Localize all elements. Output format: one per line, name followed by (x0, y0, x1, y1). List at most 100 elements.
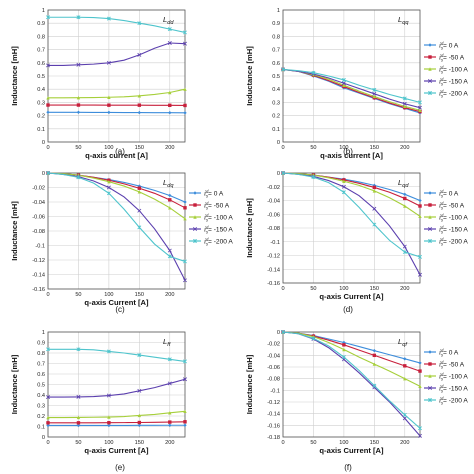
data-point (76, 394, 81, 399)
legend-value: = -100 A (443, 214, 468, 221)
legend-subscript: s (441, 364, 444, 369)
legend-marker (428, 43, 432, 47)
data-point (106, 16, 111, 21)
data-point (403, 357, 407, 361)
y-tick-label: 0 (42, 435, 45, 441)
corner-label: Lqf (398, 337, 408, 348)
y-axis-title: Inductance [mH] (245, 198, 254, 258)
data-point (137, 420, 142, 425)
y-tick-label: 0.2 (37, 414, 45, 420)
y-tick-label: 0 (277, 330, 280, 336)
legend-symbol: i (439, 41, 441, 49)
y-tick-label: 0.6 (37, 372, 45, 378)
legend-label: id s= -150 A (439, 384, 468, 394)
corner-label-letter: L (398, 15, 402, 24)
x-tick-label: 200 (165, 145, 174, 151)
legend-label: id s= 0 A (439, 348, 459, 358)
legend-symbol: i (204, 213, 206, 221)
y-tick-label: 0.3 (37, 100, 45, 106)
legend-label: id s= -50 A (204, 201, 230, 211)
data-point (418, 214, 422, 219)
legend-superscript: d (441, 225, 444, 230)
legend-marker (193, 227, 197, 231)
data-point (167, 357, 172, 362)
legend-entry: id s= -100 A (424, 65, 468, 75)
legend-marker (428, 203, 432, 207)
y-tick-label: -0.12 (267, 254, 280, 260)
data-point (168, 206, 172, 210)
data-point (372, 206, 377, 211)
data-point (168, 420, 172, 424)
series-line (47, 172, 186, 262)
x-axis-title: q-axis Current [A] (319, 292, 384, 301)
plot-frame (47, 9, 186, 143)
data-point (418, 433, 422, 438)
chart-panel: -0.16 -0.14 -0.12 -0.1 -0.08 -0.06 -0.04 -0.02 0… (10, 171, 187, 307)
data-point (137, 94, 142, 98)
data-point (183, 30, 187, 35)
data-point (76, 415, 81, 420)
corner-label: Lqd (398, 178, 409, 189)
data-point (341, 184, 346, 189)
x-tick-label: 100 (104, 145, 113, 151)
y-tick-label: -0.1 (270, 388, 280, 394)
y-tick-label: 0.7 (272, 48, 280, 54)
y-tick-label: 0.6 (272, 61, 280, 67)
panel-letter: (c) (115, 305, 125, 314)
legend-marker (428, 191, 432, 195)
plot-frame (47, 331, 186, 438)
corner-label-letter: L (398, 178, 402, 187)
y-tick-label: -0.02 (32, 186, 45, 192)
legend-entry: id s= -50 A (424, 360, 465, 369)
legend-symbol: i (439, 348, 441, 356)
y-axis-title: Inductance [mH] (10, 354, 19, 414)
data-point (403, 376, 407, 381)
legend-label: id s= -100 A (439, 65, 468, 75)
y-tick-label: 0.4 (272, 87, 280, 93)
y-tick-label: 0.5 (272, 74, 280, 80)
legend-label: id s= -200 A (439, 396, 468, 406)
legend-superscript: d (206, 189, 209, 194)
data-point (372, 222, 377, 227)
y-tick-label: -0.04 (267, 199, 280, 205)
y-tick-label: -0.04 (32, 200, 45, 206)
data-point (183, 278, 187, 283)
legend-superscript: d (441, 41, 444, 46)
data-point (418, 254, 422, 259)
data-point (281, 330, 285, 334)
legend-subscript: s (206, 229, 209, 234)
x-tick-label: 50 (75, 145, 81, 151)
data-point (107, 110, 111, 115)
data-point (341, 81, 346, 86)
x-tick-label: 50 (75, 292, 81, 298)
legend-subscript: s (441, 217, 444, 222)
data-point (76, 95, 81, 100)
legend-entry: id s= 0 A (189, 189, 224, 198)
y-tick-label: 0 (277, 140, 280, 146)
y-tick-label: -0.14 (267, 412, 280, 418)
x-tick-label: 150 (135, 145, 144, 151)
data-point (137, 52, 142, 57)
legend-value: = -200 A (208, 238, 233, 245)
data-point (418, 272, 422, 277)
data-point (168, 193, 172, 198)
series-line (282, 172, 421, 217)
legend-subscript: s (441, 69, 444, 74)
x-tick-label: 0 (46, 145, 49, 151)
y-axis-title: Inductance [mH] (10, 201, 19, 261)
series-line (48, 111, 186, 114)
data-point (341, 190, 346, 195)
data-point (137, 388, 142, 393)
legend-value: = -150 A (443, 226, 468, 233)
legend-value: = 0 A (208, 190, 224, 197)
legend-value: = -150 A (208, 226, 233, 233)
legend-symbol: i (204, 237, 206, 245)
data-point (418, 369, 422, 373)
legend-entry: id s= -50 A (189, 201, 230, 211)
legend-subscript: s (441, 193, 444, 198)
x-tick-label: 100 (339, 145, 348, 151)
x-tick-label: 150 (135, 440, 144, 446)
legend-superscript: d (206, 213, 209, 218)
legend-subscript: s (206, 241, 209, 246)
legend-subscript: s (441, 81, 444, 86)
